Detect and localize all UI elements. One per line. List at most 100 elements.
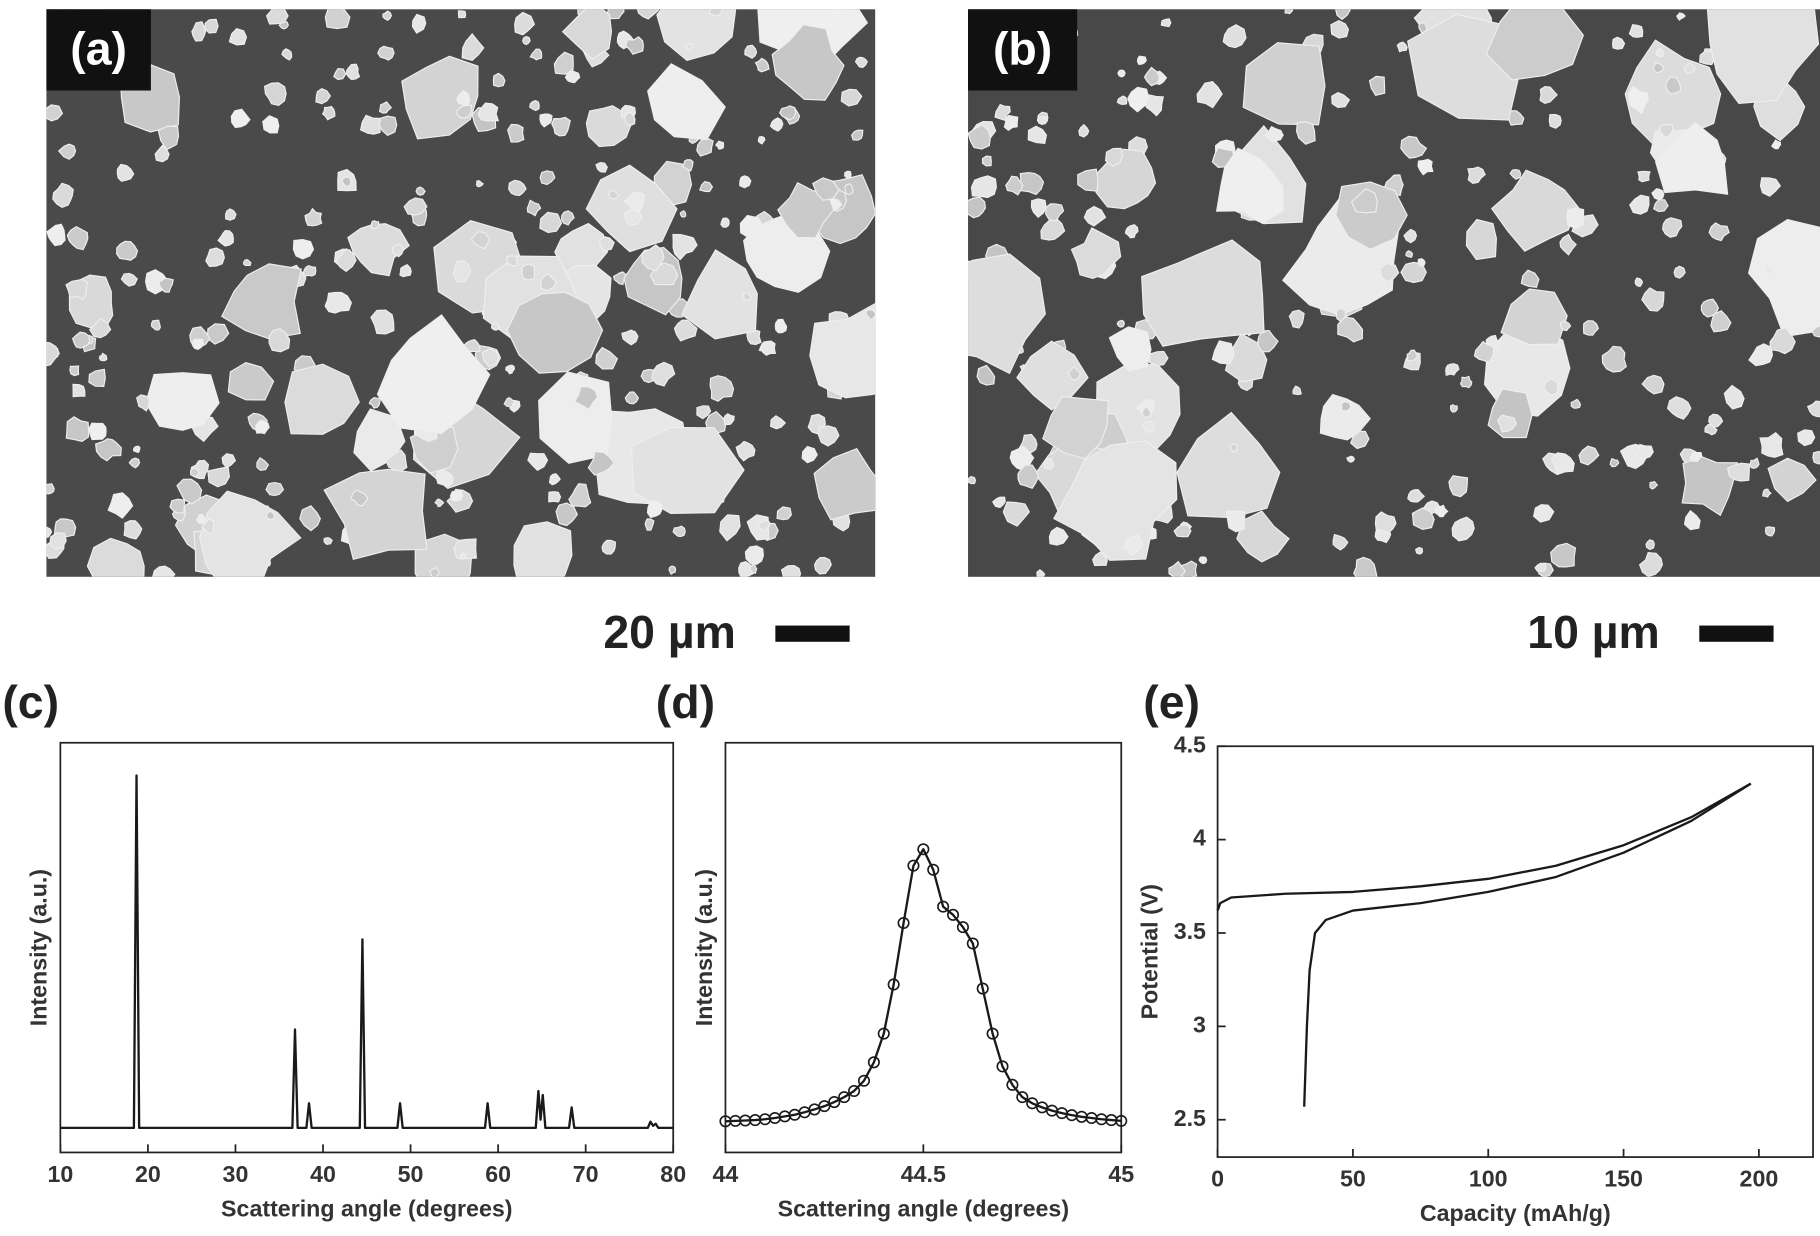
particle <box>561 210 575 226</box>
data-line <box>1216 782 1752 911</box>
particle <box>672 233 698 261</box>
particle <box>1641 374 1665 395</box>
particle <box>568 483 592 508</box>
particle <box>1550 542 1577 568</box>
particle <box>813 447 876 521</box>
particle <box>595 346 619 370</box>
particle <box>490 322 500 331</box>
particle <box>86 537 145 577</box>
particle <box>754 57 770 73</box>
particle <box>1053 440 1178 561</box>
scale-bar-label: 10 µm <box>1527 606 1660 658</box>
particle <box>679 210 687 218</box>
particle <box>1500 288 1568 346</box>
particle <box>116 240 139 261</box>
y-tick-label: 4.5 <box>1174 731 1206 757</box>
particle <box>1173 524 1192 538</box>
particle <box>470 231 491 250</box>
y-tick-label: 3 <box>1193 1011 1206 1037</box>
particle <box>1116 95 1128 106</box>
particle <box>1196 80 1223 109</box>
particles-a <box>46 9 876 577</box>
particle <box>1092 551 1109 567</box>
particle <box>1417 158 1434 176</box>
particle <box>1104 147 1124 167</box>
particle <box>818 425 840 447</box>
particle <box>1654 122 1729 195</box>
particle <box>264 82 287 107</box>
particle <box>66 225 89 251</box>
particle <box>205 247 225 267</box>
particle <box>459 551 467 560</box>
particle <box>230 108 251 129</box>
particle <box>1448 475 1469 498</box>
particle <box>333 67 347 81</box>
particle <box>1048 526 1069 546</box>
particle <box>403 197 428 216</box>
particle <box>454 104 473 119</box>
particle <box>206 323 230 345</box>
particle <box>157 125 180 151</box>
particle <box>1542 378 1559 397</box>
particle <box>1040 217 1066 241</box>
particle <box>435 468 454 488</box>
particle <box>1582 320 1600 336</box>
particle <box>529 48 543 61</box>
particle <box>262 115 280 134</box>
particle <box>492 72 506 88</box>
particle <box>1710 310 1732 333</box>
particle <box>1042 395 1109 460</box>
data-point <box>996 1060 1009 1073</box>
particle <box>88 422 107 441</box>
particle <box>1611 36 1626 50</box>
particle <box>1652 199 1669 213</box>
particle <box>1651 188 1665 201</box>
particle <box>152 565 176 577</box>
particle <box>1284 9 1294 15</box>
particle <box>684 42 694 51</box>
particle <box>370 220 380 230</box>
panel-label: (e) <box>1143 676 1200 728</box>
particle <box>1566 207 1585 230</box>
particle <box>1727 462 1751 482</box>
particle <box>221 453 237 469</box>
particle <box>1655 47 1664 58</box>
particle <box>1609 457 1620 468</box>
particle <box>513 521 573 577</box>
particle <box>1067 366 1082 382</box>
data-line <box>725 848 1122 1123</box>
data-point <box>956 921 969 934</box>
particle <box>621 329 639 346</box>
particle <box>507 123 525 143</box>
particle <box>1550 452 1575 476</box>
data-point <box>818 1100 831 1113</box>
data-point <box>986 1027 999 1040</box>
particle <box>1036 569 1046 577</box>
x-tick-label: 30 <box>223 1161 249 1187</box>
particle <box>599 236 615 252</box>
particle <box>968 196 987 219</box>
particle <box>359 114 382 135</box>
particle <box>198 490 302 577</box>
particle <box>1070 227 1122 280</box>
particle <box>757 136 766 145</box>
particle <box>1748 343 1774 367</box>
particle <box>299 505 322 532</box>
particle <box>1637 170 1651 183</box>
particle <box>981 155 992 167</box>
particle <box>1083 205 1107 227</box>
particle <box>613 271 627 286</box>
particle <box>1176 411 1281 519</box>
particle <box>1683 62 1696 74</box>
particle <box>477 102 500 122</box>
particle <box>968 253 1046 375</box>
particle <box>1666 396 1692 420</box>
particle <box>391 243 404 258</box>
particle <box>1769 327 1796 355</box>
data-point <box>828 1096 841 1109</box>
particle <box>46 483 55 495</box>
data-point <box>848 1084 861 1098</box>
particle <box>1396 41 1408 53</box>
particle <box>1708 222 1730 242</box>
label-box <box>46 9 151 91</box>
